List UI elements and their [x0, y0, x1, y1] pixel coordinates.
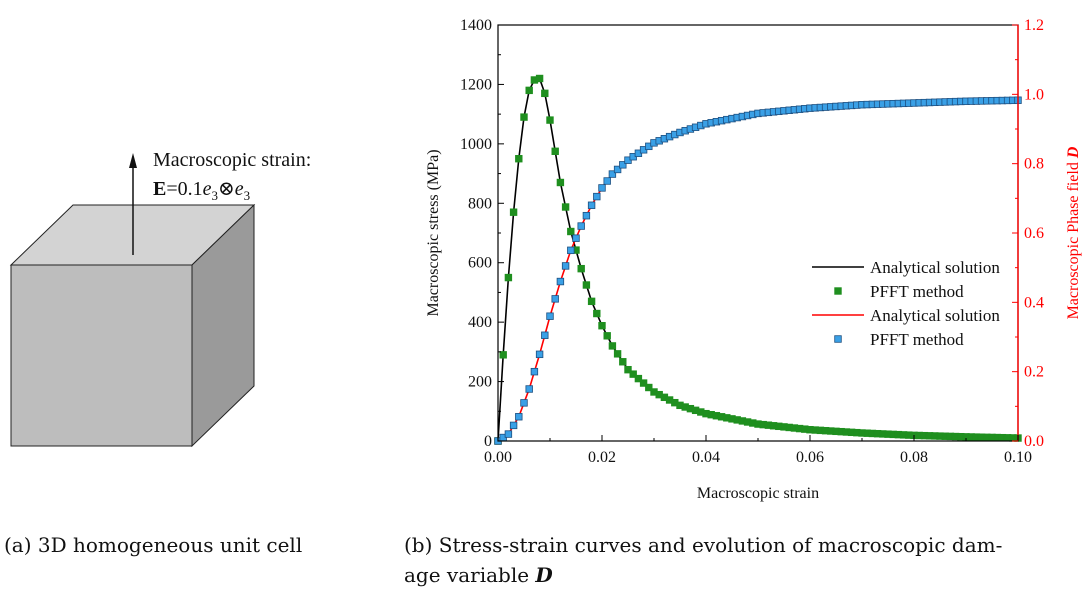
stress-pfft-marker — [619, 358, 627, 366]
series-layer — [494, 74, 1022, 445]
y2-tick-label: 0.2 — [1024, 364, 1044, 381]
stress-pfft-marker — [645, 383, 653, 392]
y2-tick-label: 0.0 — [1024, 433, 1044, 450]
damage-pfft-marker — [582, 211, 591, 220]
damage-pfft-marker — [587, 201, 596, 209]
caption-b-var: D — [535, 563, 553, 587]
stress-pfft-marker — [639, 379, 648, 387]
caption-a: (a) 3D homogeneous unit cell — [4, 533, 303, 557]
stress-pfft-marker — [587, 297, 596, 306]
damage-pfft-marker — [561, 262, 570, 270]
stress-pfft-marker — [546, 116, 554, 124]
stress-pfft-marker — [634, 374, 643, 383]
caption-b-line1: (b) Stress-strain curves and evolution o… — [404, 533, 1003, 557]
damage-pfft-marker — [608, 170, 617, 178]
y2-tick-label: 1.0 — [1024, 86, 1044, 103]
y2-axis-label: Macroscopic Phase field D — [1065, 146, 1082, 319]
chart-legend: Analytical solution PFFT method Analytical… — [812, 258, 1000, 349]
y-tick-label: 1000 — [460, 136, 492, 153]
y-tick-label: 1200 — [460, 76, 492, 93]
y-tick-label: 600 — [468, 255, 492, 272]
damage-pfft-marker — [556, 277, 565, 286]
stress-pfft-marker — [535, 74, 544, 83]
y-tick-label: 1400 — [460, 17, 492, 34]
x-tick-label: 0.04 — [692, 449, 720, 466]
x-tick-label: 0.06 — [796, 449, 824, 466]
stress-pfft-marker — [556, 178, 565, 187]
stress-pfft-marker — [577, 264, 585, 273]
damage-pfft-marker — [546, 312, 554, 320]
stress-pfft-marker — [541, 89, 549, 98]
damage-pfft-marker — [541, 331, 549, 339]
caption-b: (b) Stress-strain curves and evolution o… — [404, 530, 1004, 590]
x-axis-label: Macroscopic strain — [697, 485, 819, 502]
damage-pfft-marker — [525, 385, 533, 393]
stress-pfft-marker — [509, 208, 518, 216]
damage-pfft-marker — [613, 165, 622, 174]
stress-pfft-marker — [525, 86, 533, 95]
stress-strain-chart: 0.00 0.02 0.04 0.06 0.08 0.10 0 200 400 600 800 100… — [425, 17, 1082, 502]
damage-pfft-marker — [520, 399, 528, 407]
stress-pfft-marker — [520, 113, 528, 121]
plot-frame — [497, 24, 1019, 442]
y2-tick-label: 0.6 — [1024, 225, 1044, 242]
legend-marker-swatch — [834, 335, 842, 343]
damage-pfft-marker — [577, 222, 585, 230]
legend-label: PFFT method — [870, 330, 964, 349]
stress-pfft-marker — [613, 350, 622, 358]
cube-front-face — [10, 264, 193, 447]
y-tick-label: 800 — [468, 195, 492, 212]
strain-label: Macroscopic strain: — [153, 149, 311, 171]
stress-pfft-marker — [608, 342, 617, 350]
x-tick-label: 0.00 — [484, 449, 512, 466]
damage-pfft-marker — [572, 234, 580, 242]
y-tick-label: 0 — [484, 433, 492, 450]
stress-pfft-marker — [499, 351, 507, 359]
damage-pfft-marker — [504, 430, 513, 438]
damage-pfft-marker — [567, 246, 575, 255]
stress-pfft-marker — [582, 281, 591, 289]
y-tick-label: 400 — [468, 314, 492, 331]
stress-pfft-marker — [593, 309, 601, 318]
x-tick-label: 0.02 — [588, 449, 616, 466]
stress-pfft-marker — [598, 322, 606, 330]
y2-tick-label: 1.2 — [1024, 17, 1044, 34]
legend-label: Analytical solution — [870, 306, 1000, 325]
stress-pfft-marker — [624, 365, 632, 374]
damage-pfft-marker — [509, 421, 518, 430]
damage-pfft-marker — [593, 192, 601, 201]
legend-label: Analytical solution — [870, 258, 1000, 277]
stress-pfft-marker — [567, 227, 575, 236]
y-tick-label: 200 — [468, 374, 492, 391]
y2-tick-label: 0.4 — [1024, 294, 1044, 311]
y2-tick-label: 0.8 — [1024, 156, 1044, 173]
legend-label: PFFT method — [870, 282, 964, 301]
x-tick-label: 0.08 — [900, 449, 928, 466]
stress-pfft-marker — [504, 273, 513, 282]
x-tick-label: 0.10 — [1004, 449, 1032, 466]
stress-pfft-marker — [515, 155, 523, 163]
damage-pfft-marker — [530, 367, 539, 376]
strain-arrow — [129, 153, 137, 255]
damage-pfft-marker — [619, 161, 627, 169]
stress-pfft-marker — [561, 203, 570, 211]
stress-pfft-marker — [629, 370, 637, 378]
legend-marker-swatch — [834, 287, 842, 295]
unit-cell-cube — [9, 203, 256, 448]
damage-pfft-marker — [535, 350, 544, 359]
damage-pfft-marker — [603, 177, 611, 185]
stress-pfft-marker — [603, 332, 611, 340]
damage-pfft-marker — [598, 184, 606, 192]
damage-pfft-marker — [551, 295, 559, 303]
axis-layer: 0.00 0.02 0.04 0.06 0.08 0.10 0 200 400 600 800 100… — [460, 17, 1044, 466]
caption-b-line2: age variable — [404, 563, 536, 587]
stress-pfft-marker — [551, 147, 559, 155]
y-axis-label: Macroscopic stress (MPa) — [425, 149, 442, 316]
strain-formula: E=0.1e3⊗e3 — [153, 178, 250, 203]
damage-pfft-marker — [515, 413, 523, 421]
